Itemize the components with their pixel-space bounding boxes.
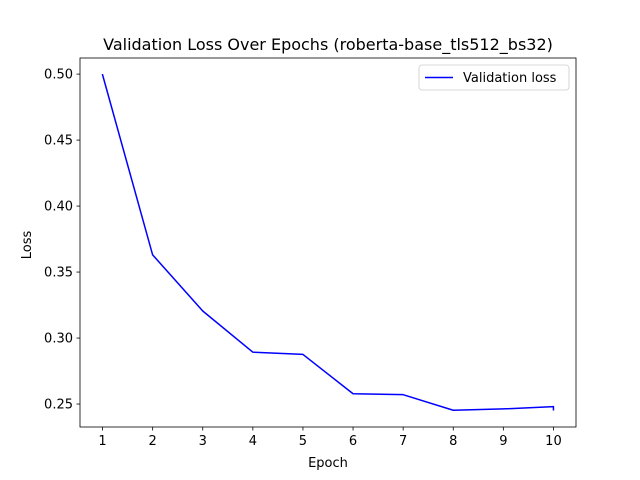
x-tick-label: 10: [545, 434, 562, 449]
x-tick-label: 7: [399, 434, 407, 449]
series-line-0: [101, 73, 555, 411]
y-tick-label: 0.25: [44, 398, 73, 413]
y-tick-label: 0.50: [44, 68, 73, 83]
plot-area: [79, 57, 577, 428]
x-tick-label: 4: [249, 434, 257, 449]
x-tick-label: 6: [349, 434, 357, 449]
x-tick-label: 8: [449, 434, 457, 449]
y-tick-label: 0.40: [44, 200, 73, 215]
y-axis-label: Loss: [20, 231, 35, 260]
legend: Validation loss: [418, 64, 570, 91]
x-tick-label: 3: [199, 434, 207, 449]
legend-box: [418, 64, 570, 91]
y-tick-label: 0.45: [44, 134, 73, 149]
x-tick-label: 9: [499, 434, 507, 449]
y-axis: 0.25 0.30 0.35 0.40 0.45 0.50: [44, 68, 80, 413]
x-tick-label: 2: [149, 434, 157, 449]
x-axis-label: Epoch: [308, 456, 348, 471]
chart-title: Validation Loss Over Epochs (roberta-bas…: [103, 35, 553, 55]
x-tick-label: 1: [98, 434, 106, 449]
x-tick-label: 5: [299, 434, 307, 449]
x-axis: 1 2 3 4 5 6 7 8 9 10: [98, 427, 562, 449]
y-tick-label: 0.30: [44, 332, 73, 347]
axes-frame: [79, 57, 577, 428]
y-tick-label: 0.35: [44, 266, 73, 281]
legend-label: Validation loss: [463, 71, 557, 86]
